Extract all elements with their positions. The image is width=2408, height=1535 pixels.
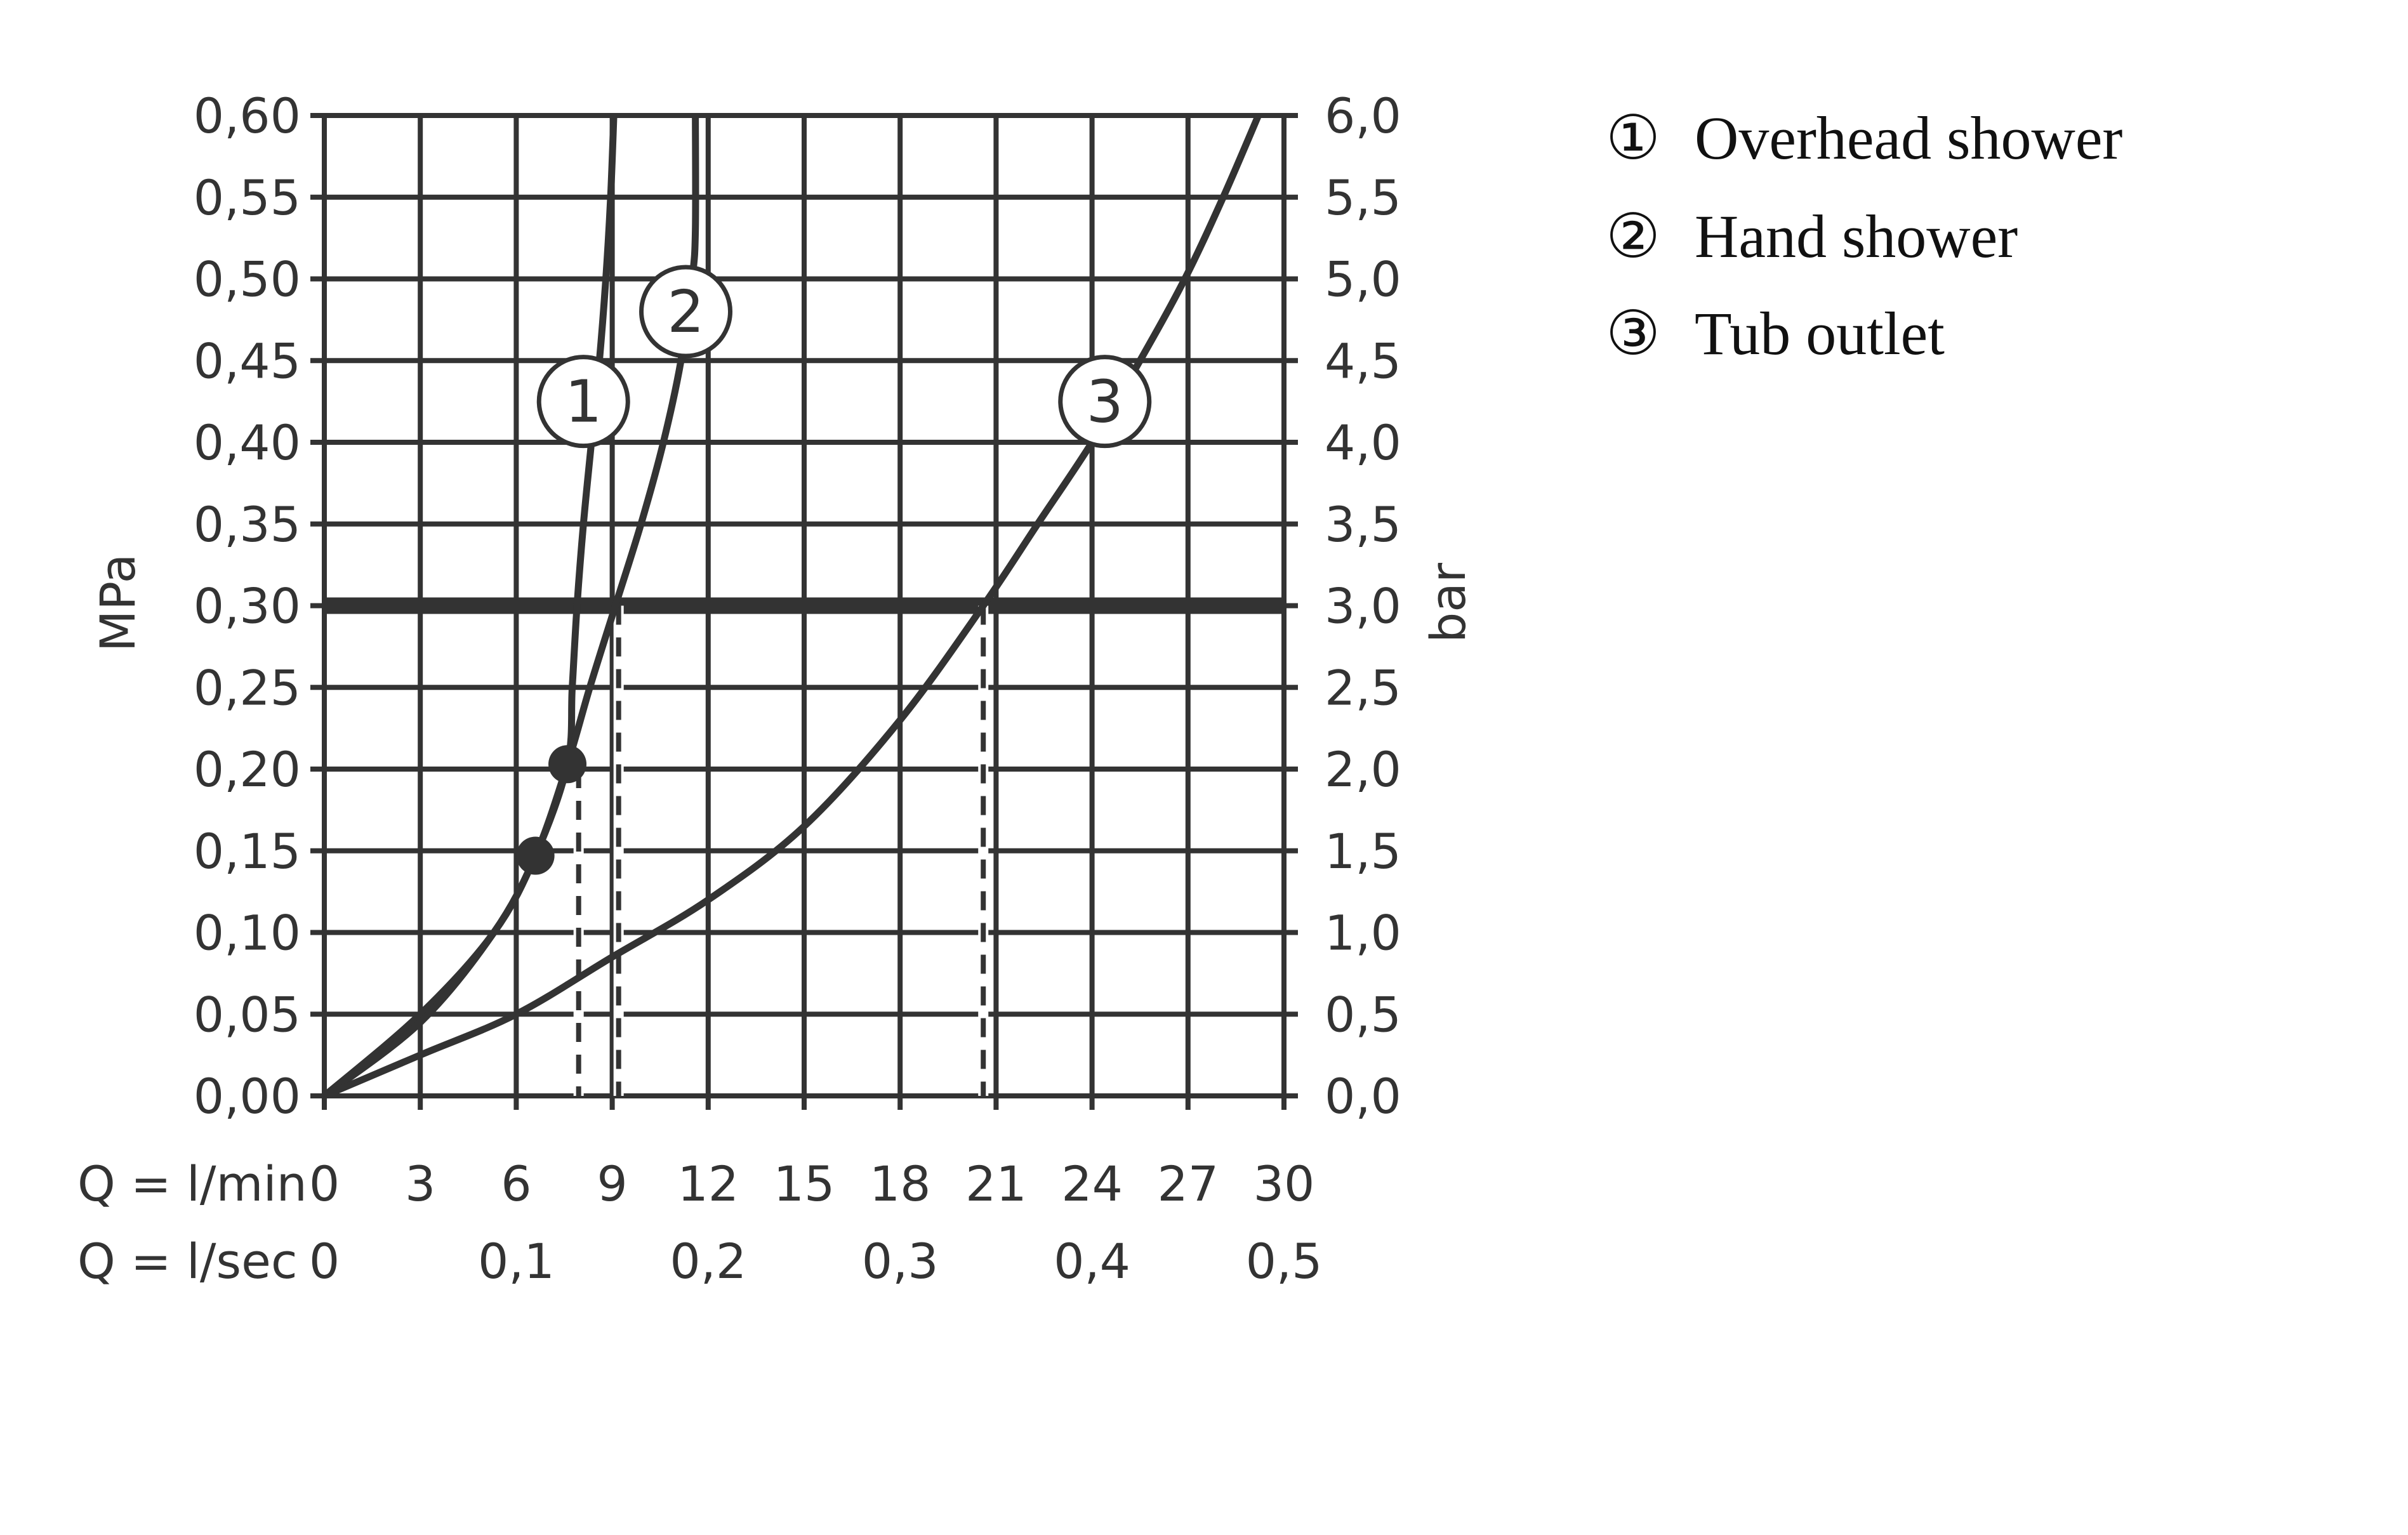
x-axis-label-lsec: Q = l/sec	[77, 1233, 298, 1289]
legend-item: ② Hand shower	[1606, 202, 2018, 270]
y-tick-label-right: 6,0	[1325, 88, 1401, 144]
grid	[310, 113, 1298, 1110]
y-axis-label-left: MPa	[89, 554, 146, 652]
y-tick-label-left: 0,20	[194, 741, 301, 798]
y-tick-label-right: 0,5	[1325, 986, 1401, 1043]
y-tick-label-right: 3,5	[1325, 496, 1401, 553]
legend-item: ① Overhead shower	[1606, 104, 2122, 172]
x-tick-label-lmin: 6	[501, 1156, 531, 1212]
y-tick-label-left: 0,55	[194, 169, 301, 226]
legend-text: Overhead shower	[1695, 104, 2122, 172]
legend-text: Tub outlet	[1695, 300, 1945, 367]
x-tick-label-lmin: 18	[870, 1156, 931, 1212]
y-tick-label-left: 0,50	[194, 251, 301, 308]
series-line-3	[322, 114, 1262, 1100]
x-tick-label-lmin: 21	[965, 1156, 1027, 1212]
x-tick-label-lmin: 15	[774, 1156, 835, 1212]
y-axis-label-right: bar	[1420, 562, 1476, 643]
operating-point	[516, 836, 555, 875]
axis-labels: 0 3 6 9 12 15 18 21 24 27 30 0 0,1 0,2 0,3 0,4 0,5 0,00 0,…	[194, 88, 1401, 1289]
y-tick-label-right: 5,0	[1325, 251, 1401, 308]
x-tick-label-lmin: 30	[1254, 1156, 1315, 1212]
y-tick-label-right: 0,0	[1325, 1068, 1401, 1124]
legend-symbol: ①	[1606, 104, 1660, 172]
y-tick-label-right: 2,5	[1325, 659, 1401, 716]
y-tick-label-right: 4,0	[1325, 414, 1401, 471]
x-tick-label-lsec: 0,3	[862, 1233, 939, 1289]
series-marker-circle	[1058, 355, 1152, 449]
x-tick-label-lsec: 0,1	[478, 1233, 555, 1289]
y-tick-label-right: 5,5	[1325, 169, 1401, 226]
legend-text: Hand shower	[1695, 202, 2018, 270]
legend-symbol: ②	[1606, 202, 1660, 270]
x-tick-label-lmin: 9	[597, 1156, 627, 1212]
y-tick-label-left: 0,45	[194, 333, 301, 389]
x-axis-label-lmin: Q = l/min	[77, 1156, 307, 1212]
x-tick-label-lmin: 0	[309, 1156, 340, 1212]
legend: ① Overhead shower ② Hand shower ③ Tub ou…	[1606, 104, 2122, 367]
y-tick-label-left: 0,25	[194, 659, 301, 716]
x-tick-label-lmin: 27	[1157, 1156, 1219, 1212]
x-tick-label-lmin: 3	[405, 1156, 435, 1212]
curves: 12 3	[322, 114, 1262, 1100]
y-tick-label-right: 1,5	[1325, 823, 1401, 879]
series-marker-label: 1	[565, 368, 602, 436]
series-marker-label: 3	[1086, 368, 1123, 436]
y-tick-label-left: 0,00	[194, 1068, 301, 1124]
x-tick-label-lsec: 0,2	[670, 1233, 746, 1289]
x-tick-label-lmin: 12	[677, 1156, 739, 1212]
series-marker-circle	[639, 265, 733, 359]
y-tick-label-left: 0,30	[194, 578, 301, 635]
y-tick-label-right: 2,0	[1325, 741, 1401, 798]
operating-point	[548, 745, 587, 784]
y-tick-label-left: 0,15	[194, 823, 301, 879]
x-tick-label-lsec: 0	[309, 1233, 340, 1289]
series-marker-circle	[536, 355, 630, 449]
y-tick-label-left: 0,40	[194, 414, 301, 471]
y-tick-label-right: 1,0	[1325, 905, 1401, 961]
x-tick-label-lsec: 0,4	[1054, 1233, 1130, 1289]
legend-item: ③ Tub outlet	[1606, 300, 1945, 367]
y-tick-label-right: 4,5	[1325, 333, 1401, 389]
y-tick-label-left: 0,60	[194, 88, 301, 144]
legend-symbol: ③	[1606, 300, 1660, 367]
series-marker-label: 2	[667, 278, 705, 346]
x-tick-label-lsec: 0,5	[1246, 1233, 1323, 1289]
y-tick-label-left: 0,10	[194, 905, 301, 961]
x-tick-label-lmin: 24	[1061, 1156, 1123, 1212]
y-tick-label-left: 0,35	[194, 496, 301, 553]
y-tick-label-left: 0,05	[194, 986, 301, 1043]
y-tick-label-right: 3,0	[1325, 578, 1401, 635]
